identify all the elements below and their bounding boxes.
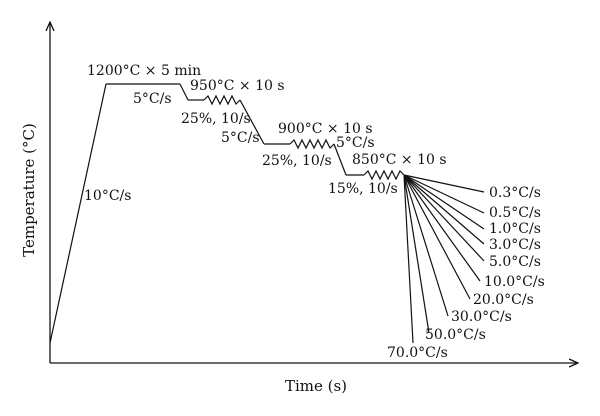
cooling-line-0.3 — [403, 174, 485, 193]
cooling-line-70.0 — [403, 174, 414, 344]
cooling-rate-3.0-label: 3.0°C/s — [489, 237, 541, 253]
cooling-rate-10.0-label: 10.0°C/s — [484, 274, 545, 290]
cooling-rate-1.0-label: 1.0°C/s — [489, 221, 541, 237]
cooling-rate-70.0-label: 70.0°C/s — [387, 345, 448, 361]
strain-label-2: 25%, 10/s — [262, 153, 332, 169]
x-axis-label: Time (s) — [285, 377, 347, 395]
cooling-line-5.0 — [403, 174, 485, 262]
deformation-zigzag-3 — [363, 169, 405, 181]
cooling-line-20.0 — [403, 174, 471, 300]
hold-label-2: 900°C × 10 s — [278, 121, 373, 137]
cooling-ramp-3 — [333, 143, 347, 176]
cooling-line-10.0 — [403, 174, 481, 282]
cooling-ramp-2 — [239, 99, 265, 145]
hold-label-3: 850°C × 10 s — [352, 152, 447, 168]
cooling-line-1.0 — [403, 174, 485, 230]
process-path — [49, 83, 405, 344]
cooling-curves — [403, 174, 485, 344]
cooling-line-3.0 — [403, 174, 485, 245]
deformation-zigzag-2 — [289, 138, 335, 150]
y-axis-label: Temperature (°C) — [20, 123, 38, 257]
cooling-rate-20.0-label: 20.0°C/s — [473, 292, 534, 308]
strain-label-1: 25%, 10/s — [181, 111, 251, 127]
cooling-line-50.0 — [403, 174, 430, 334]
cooling-rate-label-2: 5°C/s — [221, 130, 260, 146]
cooling-rate-50.0-label: 50.0°C/s — [425, 327, 486, 343]
cooling-rate-label-3: 5°C/s — [336, 135, 375, 151]
cooling-rate-label-1: 5°C/s — [133, 91, 172, 107]
deformation-zigzag-1 — [203, 94, 241, 106]
cooling-line-0.5 — [403, 174, 485, 214]
heating-rate-label: 10°C/s — [84, 188, 131, 204]
cooling-rate-30.0-label: 30.0°C/s — [451, 309, 512, 325]
cooling-line-30.0 — [403, 174, 449, 317]
cooling-ramp-1 — [179, 83, 189, 101]
cooling-rate-0.5-label: 0.5°C/s — [489, 205, 541, 221]
heating-ramp — [49, 83, 107, 344]
cooling-rate-labels: 0.3°C/s 0.5°C/s 1.0°C/s 3.0°C/s 5.0°C/s … — [387, 185, 545, 361]
cooling-rate-0.3-label: 0.3°C/s — [489, 185, 541, 201]
hold-label-1: 950°C × 10 s — [190, 78, 285, 94]
strain-label-3: 15%, 10/s — [328, 181, 398, 197]
cooling-rate-5.0-label: 5.0°C/s — [489, 254, 541, 270]
soak-label: 1200°C × 5 min — [87, 63, 201, 79]
